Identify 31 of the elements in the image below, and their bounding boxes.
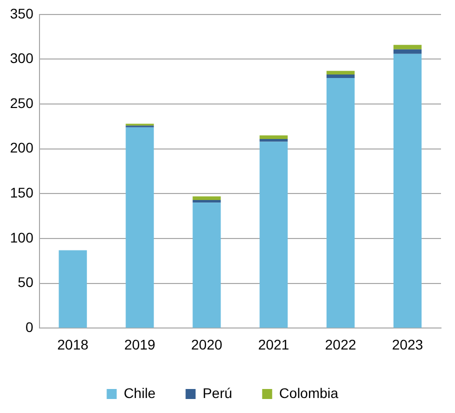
- y-tick-label: 50: [18, 274, 34, 290]
- bar: [393, 54, 422, 328]
- bar: [260, 135, 288, 140]
- y-tick-label: 300: [10, 50, 34, 66]
- x-tick-label: 2021: [258, 336, 290, 352]
- legend-label: Chile: [124, 384, 156, 401]
- y-tick-label: 150: [10, 184, 34, 201]
- bar: [58, 250, 87, 328]
- bar: [393, 44, 422, 50]
- y-tick-label: 250: [10, 94, 34, 111]
- legend-label: Colombia: [279, 384, 339, 401]
- bar: [192, 200, 221, 203]
- bar: [260, 142, 288, 328]
- bar: [126, 127, 154, 328]
- bar: [326, 78, 355, 328]
- y-tick-label: 0: [26, 319, 34, 336]
- legend-label: Perú: [202, 384, 232, 401]
- y-tick-label: 200: [10, 140, 34, 156]
- x-tick-label: 2018: [57, 336, 89, 352]
- bar: [192, 196, 221, 200]
- x-tick-label: 2022: [325, 336, 356, 352]
- x-tick-label: 2020: [191, 336, 222, 352]
- bar: [192, 202, 221, 328]
- y-tick-label: 350: [10, 5, 34, 22]
- y-tick-label: 100: [10, 229, 34, 246]
- x-tick-label: 2019: [124, 336, 156, 352]
- bar: [260, 139, 288, 142]
- x-tick-label: 2023: [392, 336, 424, 352]
- bar: [326, 74, 355, 78]
- bar: [393, 49, 422, 54]
- bar: [326, 70, 355, 74]
